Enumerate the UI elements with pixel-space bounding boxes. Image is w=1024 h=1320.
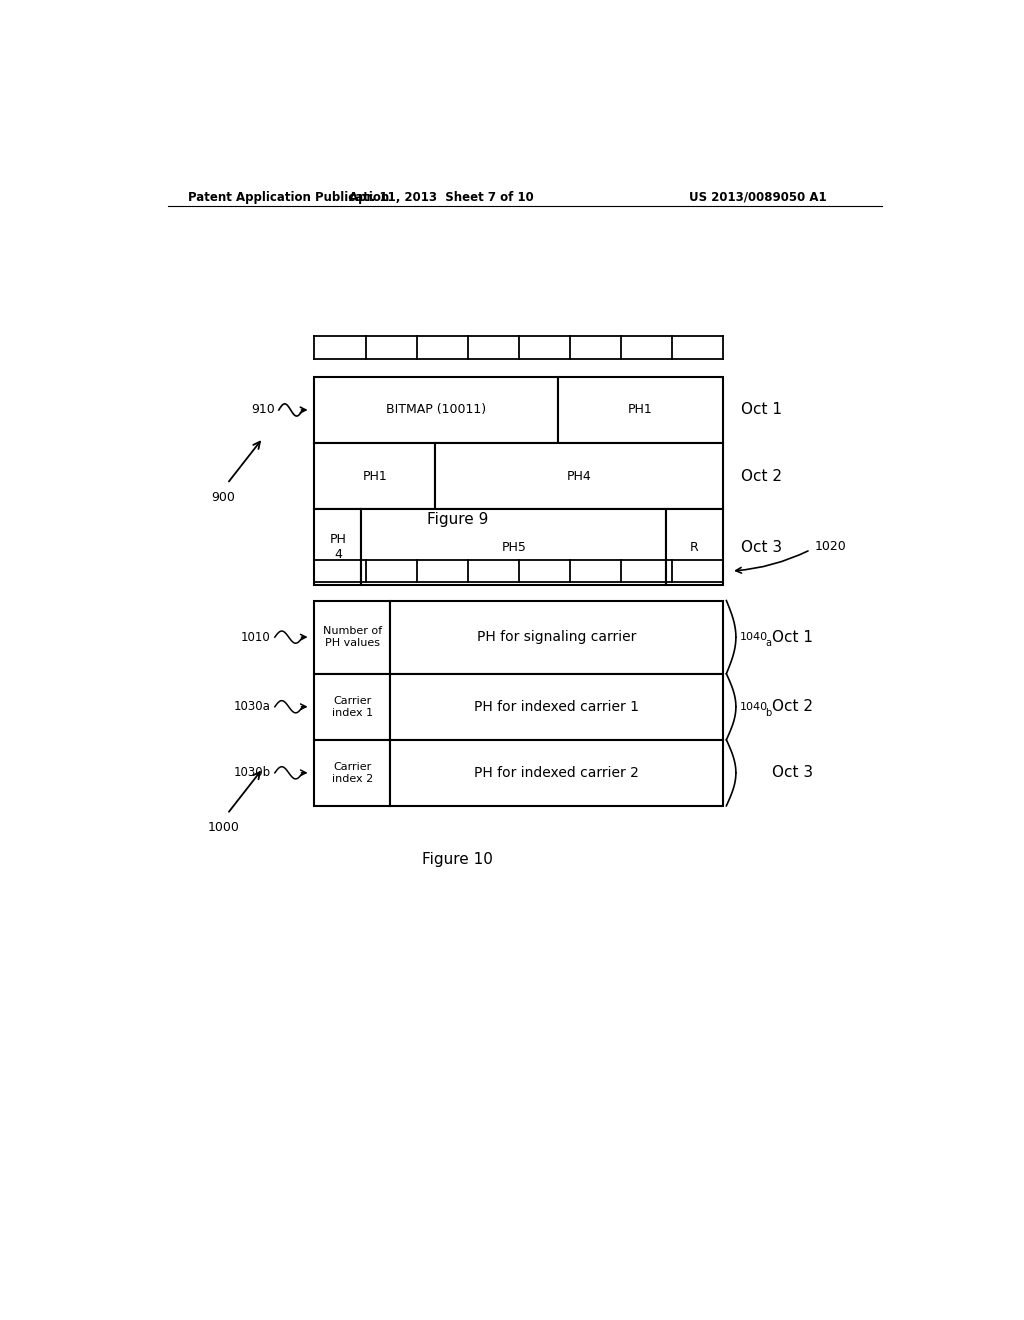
Bar [314, 510, 361, 585]
Text: Oct 2: Oct 2 [740, 469, 781, 483]
Bar [390, 601, 723, 673]
Text: Oct 3: Oct 3 [772, 766, 813, 780]
Text: b: b [765, 708, 771, 718]
Bar [314, 601, 390, 673]
Text: Figure 10: Figure 10 [422, 853, 493, 867]
Text: PH1: PH1 [628, 404, 653, 416]
Text: 1020: 1020 [814, 540, 846, 553]
Bar [435, 444, 723, 510]
Text: Oct 3: Oct 3 [740, 540, 781, 554]
Text: US 2013/0089050 A1: US 2013/0089050 A1 [689, 190, 826, 203]
Bar [314, 444, 435, 510]
Bar [314, 673, 390, 739]
Text: 1000: 1000 [207, 821, 240, 834]
Text: 900: 900 [211, 491, 236, 504]
Text: 1010: 1010 [241, 631, 270, 644]
Bar [666, 510, 723, 585]
Text: Number of
PH values: Number of PH values [323, 626, 382, 648]
Text: BITMAP (10011): BITMAP (10011) [386, 404, 486, 416]
Text: 910: 910 [251, 404, 274, 416]
Text: a: a [765, 639, 771, 648]
Text: Oct 1: Oct 1 [772, 630, 813, 644]
Bar [314, 378, 558, 444]
Bar [390, 739, 723, 805]
Text: 1040: 1040 [740, 702, 768, 711]
Bar [361, 510, 666, 585]
Text: 1030b: 1030b [233, 767, 270, 779]
Text: PH1: PH1 [362, 470, 387, 483]
Text: PH4: PH4 [566, 470, 592, 483]
Text: Carrier
index 2: Carrier index 2 [332, 762, 373, 784]
Bar [558, 378, 723, 444]
Text: 1030a: 1030a [233, 700, 270, 713]
Text: PH for indexed carrier 1: PH for indexed carrier 1 [474, 700, 639, 714]
Text: PH for indexed carrier 2: PH for indexed carrier 2 [474, 766, 639, 780]
Text: 1040: 1040 [740, 632, 768, 642]
Bar [390, 673, 723, 739]
Text: PH
4: PH 4 [330, 533, 346, 561]
Text: Patent Application Publication: Patent Application Publication [187, 190, 389, 203]
Text: Apr. 11, 2013  Sheet 7 of 10: Apr. 11, 2013 Sheet 7 of 10 [349, 190, 534, 203]
Text: Figure 9: Figure 9 [427, 512, 488, 527]
Text: R: R [690, 541, 699, 553]
Text: PH for signaling carrier: PH for signaling carrier [477, 630, 636, 644]
Text: PH5: PH5 [502, 541, 526, 553]
Text: Oct 1: Oct 1 [740, 403, 781, 417]
Bar [314, 739, 390, 805]
Text: Carrier
index 1: Carrier index 1 [332, 696, 373, 718]
Text: Oct 2: Oct 2 [772, 700, 813, 714]
